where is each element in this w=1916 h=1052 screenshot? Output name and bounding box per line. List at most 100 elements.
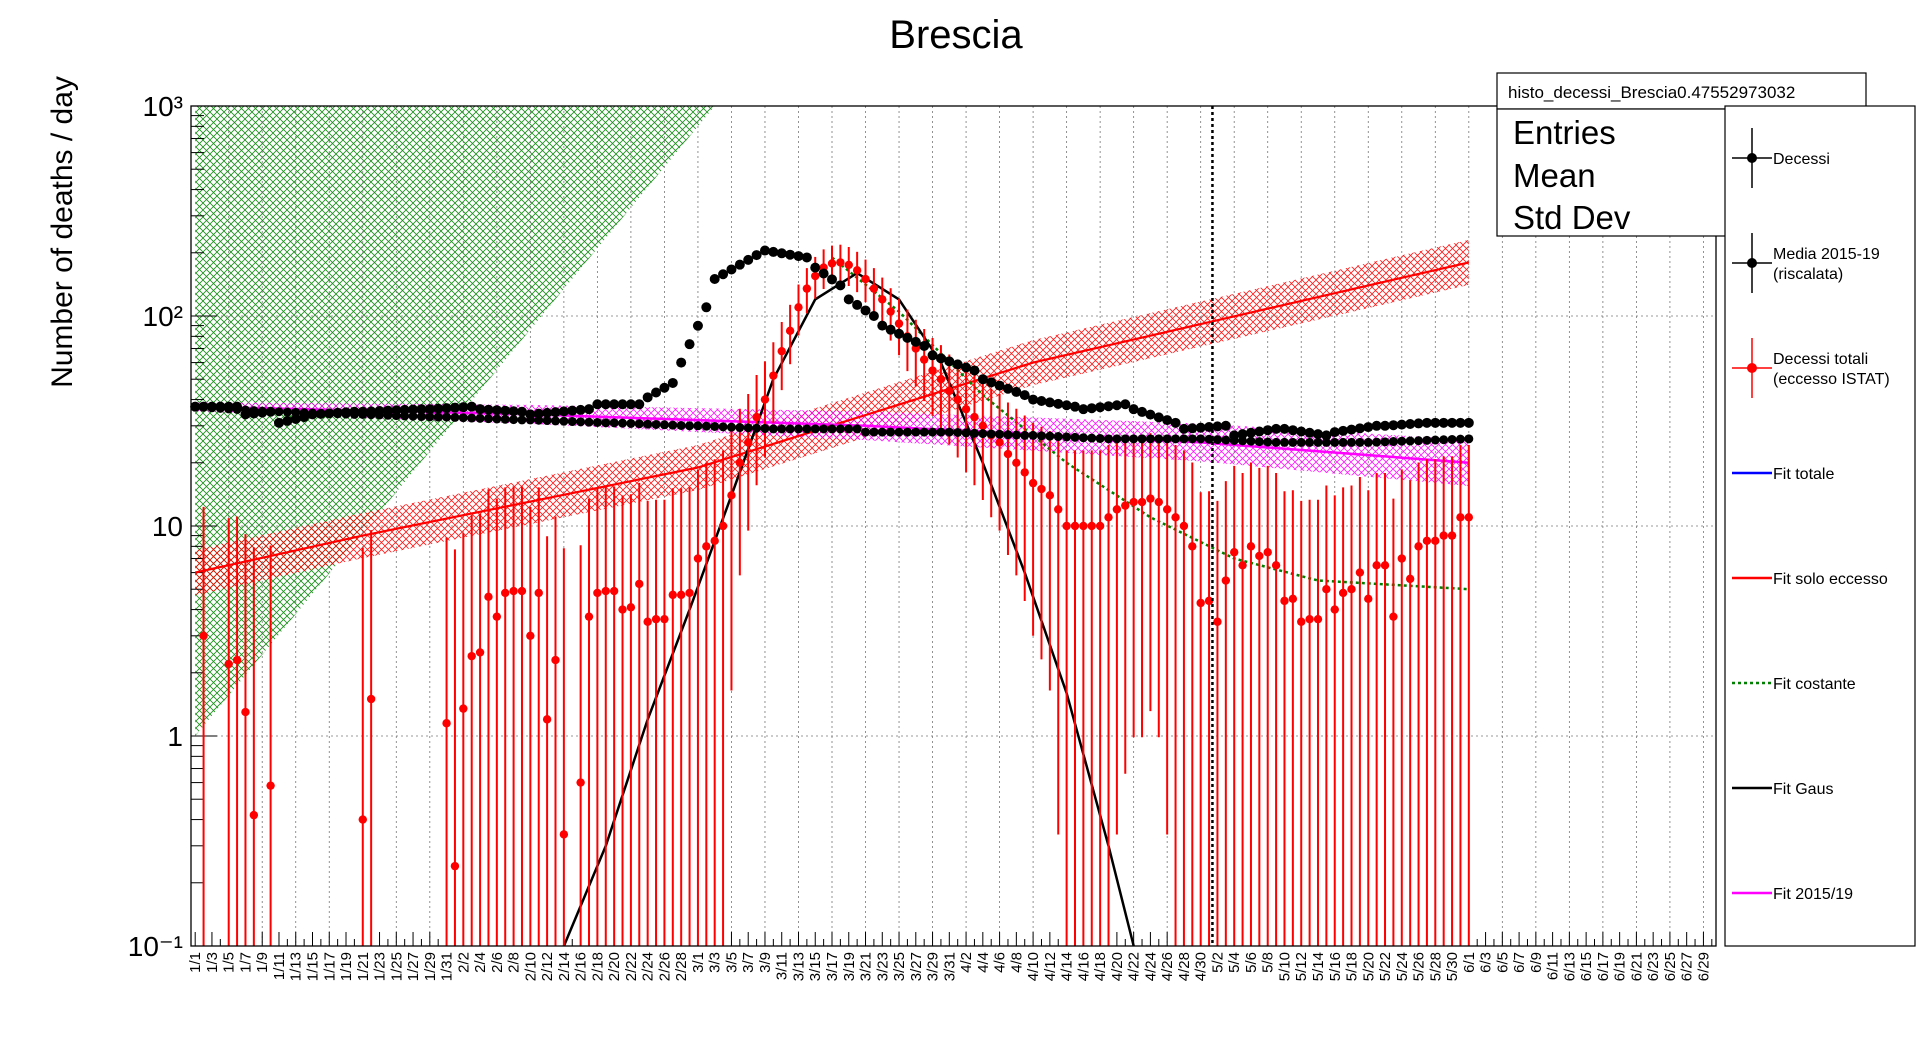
x-tick-label: 1/7 [237,952,254,973]
media-point [517,415,527,425]
media-point [785,424,795,434]
x-tick-label: 4/14 [1059,952,1076,981]
excess-point [442,719,451,728]
media-point [1388,437,1398,447]
excess-point [1297,617,1306,626]
excess-point [718,521,728,531]
x-tick-label: 3/25 [891,952,908,981]
media-point [425,412,435,422]
x-tick-label: 3/9 [757,952,774,973]
media-point [1455,434,1465,444]
decessi-point [567,405,578,416]
excess-point [769,371,778,380]
decessi-point [1430,417,1441,428]
decessi-point [500,405,511,416]
decessi-point [1304,427,1315,438]
excess-point [450,861,460,871]
y-axis-label: Number of deaths / day [46,76,79,388]
media-point [668,420,678,430]
media-point [995,429,1005,439]
excess-point [911,344,920,353]
x-tick-label: 2/26 [656,952,673,981]
media-point [1062,432,1072,442]
excess-point [693,554,703,563]
media-point [1070,432,1080,442]
excess-point [509,586,518,596]
decessi-point [206,401,217,412]
excess-point [1054,505,1063,514]
media-point [1347,437,1357,447]
media-point [1380,437,1390,447]
excess-point [651,614,661,624]
decessi-point [575,404,586,415]
media-point [433,412,443,422]
excess-point [836,258,845,267]
excess-point [760,395,770,404]
stats-row-mean: Mean [1513,157,1596,194]
decessi-point [1329,427,1340,438]
x-tick-label: 5/18 [1344,952,1361,981]
decessi-point [868,311,879,321]
media-point [618,418,628,428]
x-tick-label: 4/8 [1008,952,1025,973]
excess-point [1020,468,1029,477]
decessi-point [1363,422,1374,433]
excess-point [894,319,904,328]
decessi-point [273,417,284,428]
excess-point [618,605,627,614]
decessi-point [1321,430,1332,441]
media-point [986,429,996,439]
excess-point [1464,513,1474,522]
decessi-point [1036,395,1047,406]
media-point [735,423,745,433]
excess-point [970,412,979,422]
media-point [500,414,510,424]
x-tick-label: 2/16 [573,952,590,981]
media-point [827,424,837,434]
media-point [693,421,703,431]
excess-point [886,307,895,316]
decessi-point [198,401,209,412]
excess-point [1037,484,1046,494]
decessi-point [1212,421,1223,432]
decessi-point [374,406,385,417]
x-tick-label: 5/16 [1327,952,1344,981]
x-tick-label: 3/31 [941,952,958,981]
excess-point [1070,521,1080,531]
excess-point [668,590,677,600]
media-point [458,413,468,423]
media-point [1447,434,1457,444]
media-point [1162,434,1172,444]
media-point [584,417,594,427]
decessi-point [659,382,670,393]
excess-point [224,659,233,669]
decessi-point [550,407,561,418]
excess-point [534,588,543,598]
x-tick-label: 6/29 [1695,952,1712,981]
media-point [1028,430,1038,440]
x-tick-label: 3/23 [874,952,891,981]
decessi-point [349,406,360,417]
decessi-point [1002,383,1013,394]
decessi-point [927,350,938,361]
legend-item-2: Decessi totali (eccesso ISTAT) [1732,338,1890,398]
decessi-point [801,252,812,263]
media-point [936,427,946,437]
excess-point [593,588,602,598]
excess-point [1137,497,1147,507]
decessi-point [1120,399,1131,410]
decessi-point [458,402,469,413]
decessi-point [1371,420,1382,431]
decessi-point [232,401,243,412]
excess-point [526,631,535,641]
decessi-point [215,401,226,412]
decessi-point [1178,423,1189,434]
decessi-point [776,248,787,259]
chart-title: Brescia [889,13,1023,57]
decessi-point [533,408,544,419]
excess-point [1447,531,1457,540]
decessi-point [592,399,603,410]
legend-label: (riscalata) [1773,266,1843,283]
excess-point [475,648,485,657]
excess-point [584,612,594,621]
